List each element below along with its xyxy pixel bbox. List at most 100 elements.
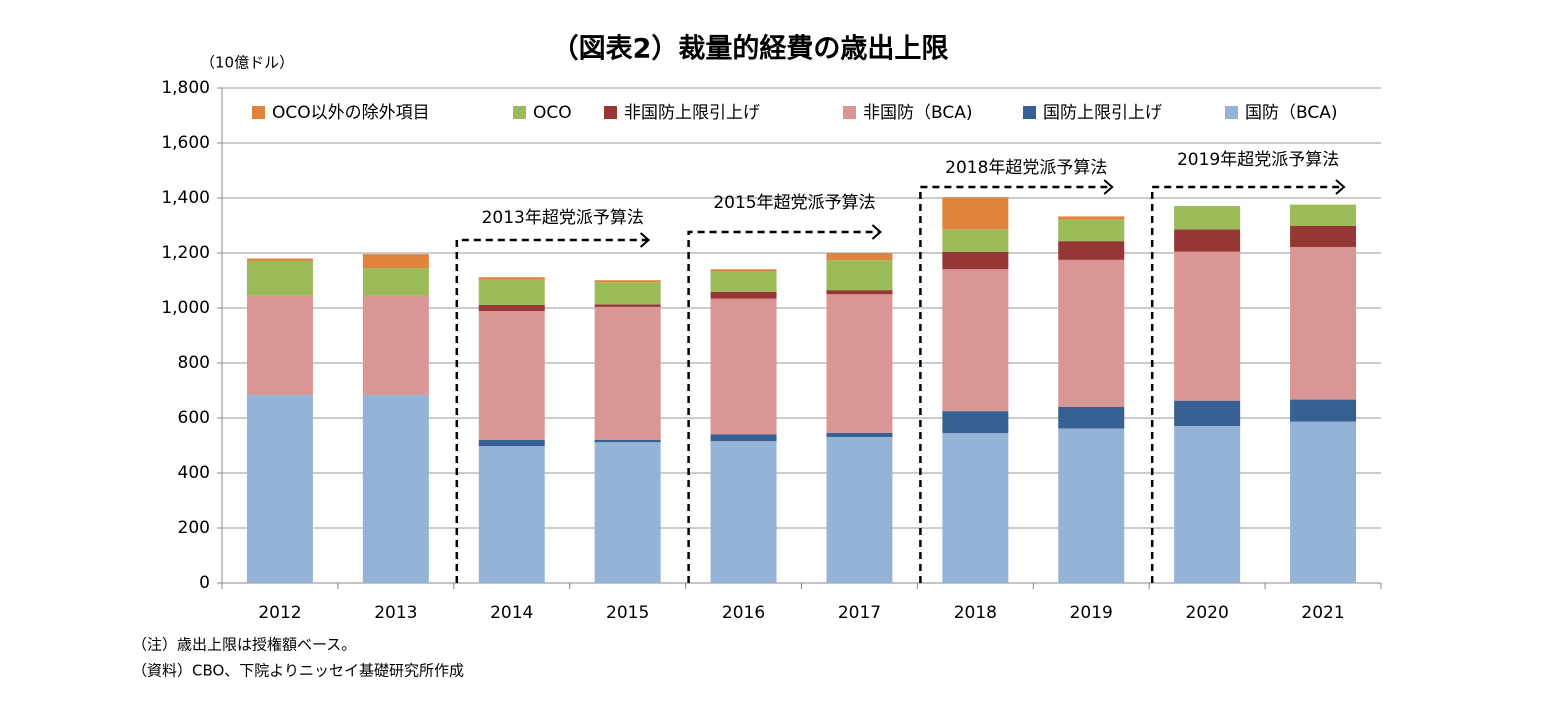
bar-segment	[478, 277, 545, 280]
bar-segment	[594, 304, 661, 307]
bar-segment	[362, 268, 429, 296]
bar-segment	[942, 197, 1009, 230]
y-tick-label: 400	[178, 463, 210, 483]
x-tick-label: 2016	[722, 603, 765, 623]
bar-segment	[942, 229, 1009, 252]
legend-label: 国防上限引上げ	[1043, 103, 1162, 123]
y-tick-label: 1,400	[161, 188, 210, 208]
annotation-arrowhead	[871, 224, 882, 240]
x-tick-label: 2021	[1301, 603, 1344, 623]
bar-segment	[1058, 219, 1125, 242]
legend-label: 非国防上限引上げ	[624, 103, 760, 123]
bar-segment	[594, 282, 661, 305]
bar-segment	[1058, 428, 1125, 583]
bar-segment	[1174, 425, 1241, 583]
bar-segment	[246, 394, 313, 583]
bar-segment	[942, 251, 1009, 270]
bar-segment	[826, 432, 893, 437]
bar-segment	[1174, 205, 1241, 230]
bar-segment	[942, 433, 1009, 583]
note: （資料）CBO、下院よりニッセイ基礎研究所作成	[132, 662, 464, 680]
x-tick-label: 2020	[1186, 603, 1229, 623]
bar-segment	[1058, 407, 1125, 429]
bar-segment	[1058, 259, 1125, 407]
y-tick-label: 200	[178, 518, 210, 538]
annotation-arrowhead	[1335, 179, 1346, 195]
y-tick-label: 0	[199, 573, 210, 593]
bar-segment	[478, 446, 545, 583]
bar-segment	[1058, 241, 1125, 260]
y-tick-label: 1,800	[161, 78, 210, 98]
x-tick-label: 2013	[374, 603, 417, 623]
annotation-bracket	[687, 230, 881, 583]
bar-segment	[1174, 229, 1241, 252]
bar-segment	[826, 253, 893, 261]
annotation-bracket	[919, 185, 1113, 583]
bar-segment	[594, 442, 661, 583]
bar-segment	[710, 269, 777, 272]
x-tick-label: 2014	[490, 603, 533, 623]
bar-segment	[1174, 400, 1241, 426]
bar-segment	[826, 436, 893, 583]
bar-segment	[1290, 225, 1357, 247]
bar-segment	[942, 269, 1009, 412]
y-tick-label: 1,000	[161, 298, 210, 318]
bar-segment	[1058, 216, 1125, 220]
legend-label: OCO	[533, 103, 572, 123]
annotation-label: 2019年超党派予算法	[1177, 150, 1339, 170]
bar-segment	[362, 394, 429, 583]
bar-segment	[362, 295, 429, 395]
legend-swatch	[252, 106, 265, 119]
bar-segment	[246, 295, 313, 395]
bar-segment	[1290, 421, 1357, 583]
x-tick-label: 2018	[954, 603, 997, 623]
x-tick-label: 2019	[1070, 603, 1113, 623]
bar-segment	[478, 304, 545, 312]
annotation-arrowhead	[1103, 179, 1114, 195]
annotation-bracket	[1150, 185, 1344, 583]
bar-segment	[594, 439, 661, 443]
note: （注）歳出上限は授権額ベース。	[132, 636, 356, 654]
bar-segment	[710, 441, 777, 583]
bar-segment	[362, 254, 429, 269]
x-tick-label: 2015	[606, 603, 649, 623]
bar-segment	[710, 291, 777, 299]
y-tick-label: 1,600	[161, 133, 210, 153]
annotation-bracket	[455, 238, 649, 583]
legend-swatch	[1225, 106, 1238, 119]
bar-segment	[594, 280, 661, 283]
bar-segment	[710, 298, 777, 435]
legend-swatch	[843, 106, 856, 119]
legend-swatch	[604, 106, 617, 119]
bar-segment	[710, 271, 777, 292]
bar-segment	[826, 294, 893, 433]
bar-segment	[246, 260, 313, 296]
legend-label: 非国防（BCA)	[863, 103, 973, 123]
bar-segment	[826, 290, 893, 295]
bar-segment	[942, 411, 1009, 434]
legend-label: OCO以外の除外項目	[272, 103, 430, 123]
bar-segment	[478, 440, 545, 447]
x-tick-label: 2017	[838, 603, 881, 623]
legend-swatch	[1023, 106, 1036, 119]
y-tick-label: 600	[178, 408, 210, 428]
annotation-label: 2013年超党派予算法	[482, 208, 644, 228]
annotation-label: 2018年超党派予算法	[945, 158, 1107, 178]
bar-segment	[594, 306, 661, 440]
bar-segment	[478, 311, 545, 440]
y-tick-label: 800	[178, 353, 210, 373]
y-unit-label: （10億ドル）	[200, 54, 294, 72]
bar-segment	[246, 258, 313, 261]
bar-segment	[1290, 204, 1357, 226]
annotation-label: 2015年超党派予算法	[713, 193, 875, 213]
legend-swatch	[513, 106, 526, 119]
x-tick-label: 2012	[258, 603, 301, 623]
legend-label: 国防（BCA)	[1245, 103, 1338, 123]
bar-segment	[478, 279, 545, 305]
bar-segment	[826, 260, 893, 291]
bar-segment	[1174, 251, 1241, 401]
bar-segment	[1290, 399, 1357, 422]
chart-title: （図表2）裁量的経費の歳出上限	[552, 33, 949, 65]
y-tick-label: 1,200	[161, 243, 210, 263]
